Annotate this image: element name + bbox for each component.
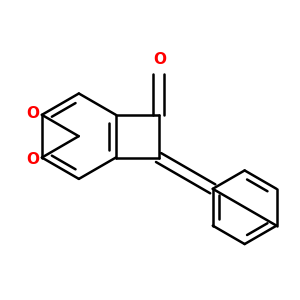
- Text: O: O: [154, 52, 166, 67]
- Text: O: O: [26, 106, 39, 121]
- Text: O: O: [26, 152, 39, 166]
